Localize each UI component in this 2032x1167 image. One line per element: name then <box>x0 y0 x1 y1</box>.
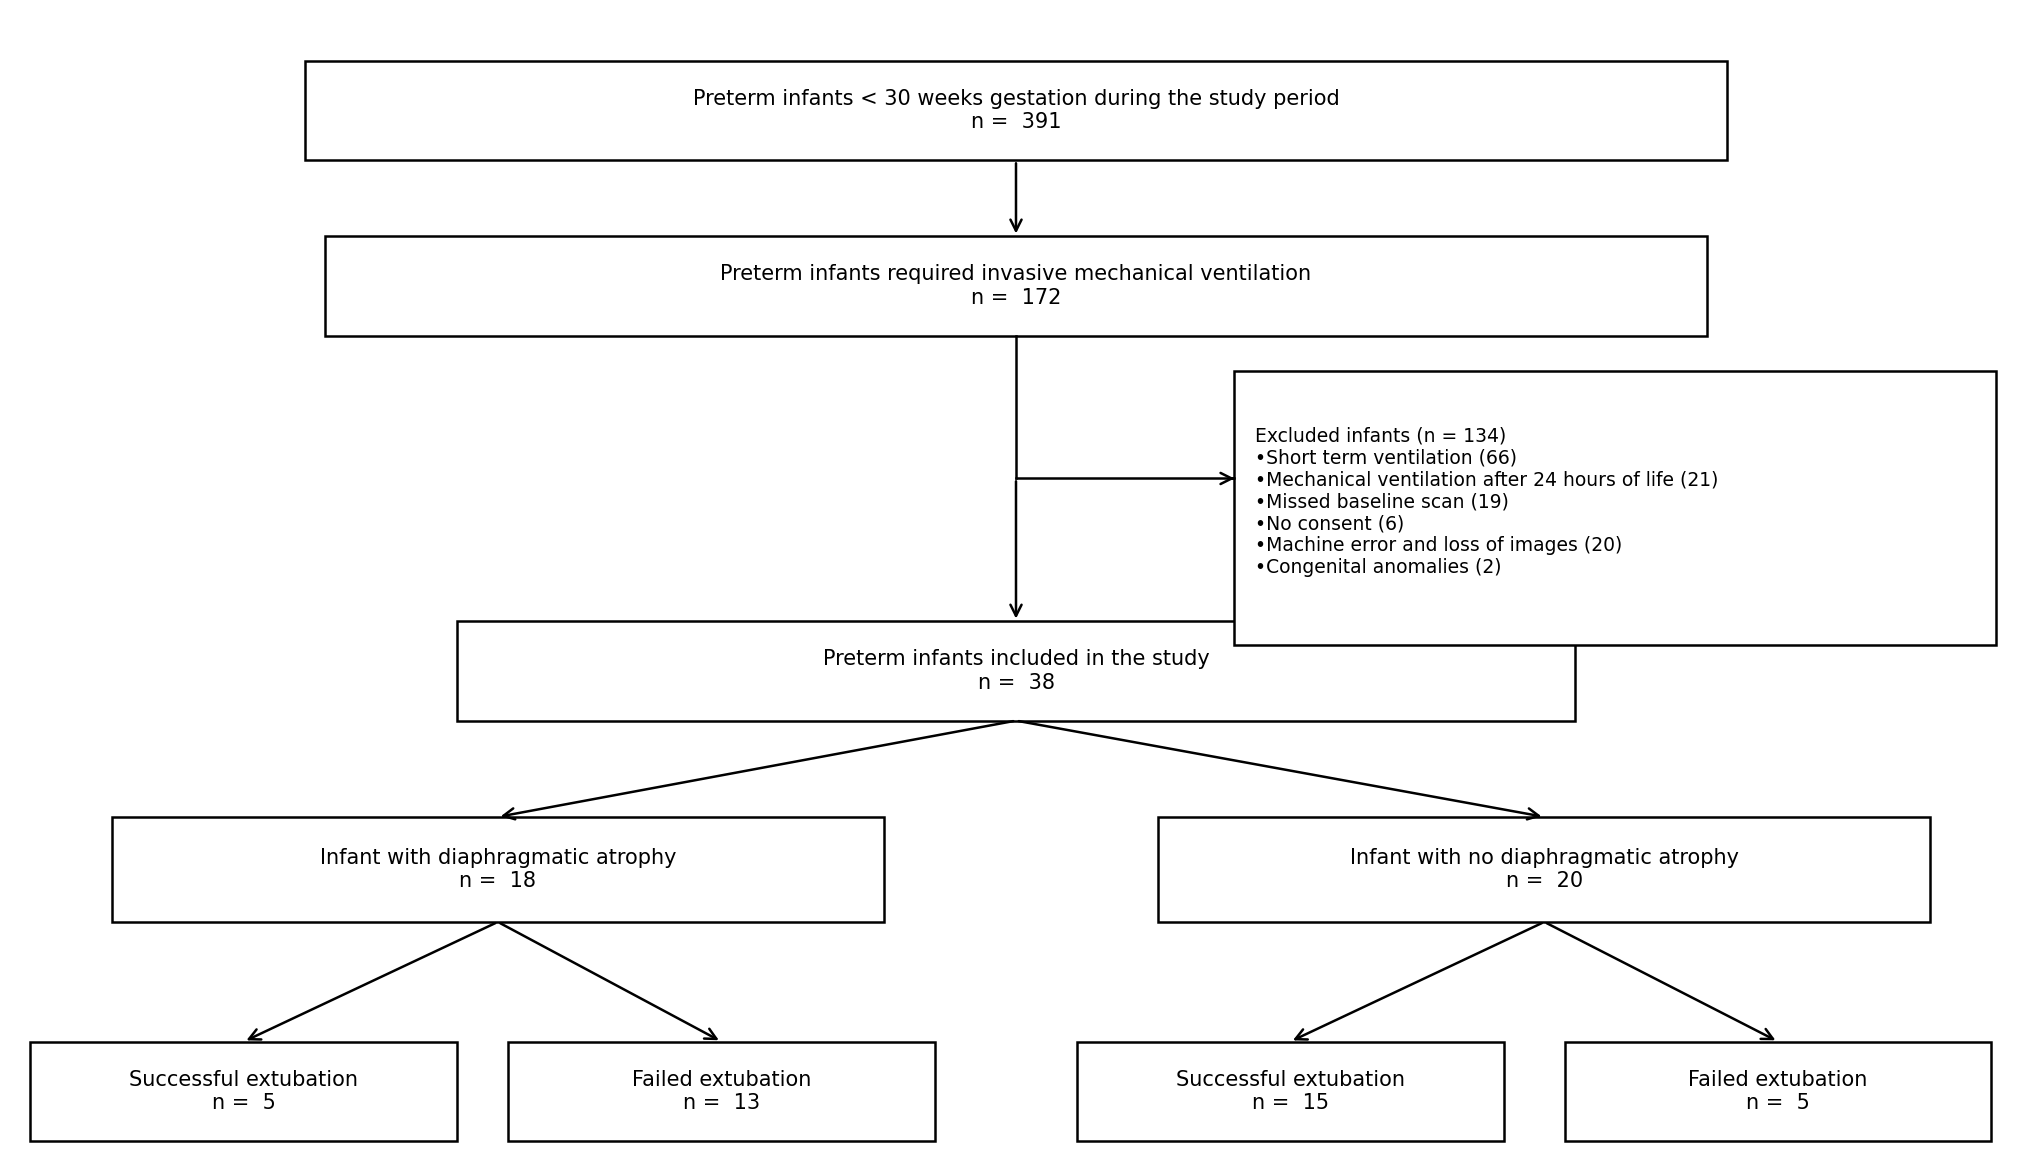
Text: Infant with diaphragmatic atrophy
n =  18: Infant with diaphragmatic atrophy n = 18 <box>319 847 677 892</box>
FancyBboxPatch shape <box>1565 1041 1991 1141</box>
Text: Infant with no diaphragmatic atrophy
n =  20: Infant with no diaphragmatic atrophy n =… <box>1349 847 1739 892</box>
FancyBboxPatch shape <box>1235 371 1995 644</box>
FancyBboxPatch shape <box>305 61 1727 160</box>
FancyBboxPatch shape <box>457 621 1575 720</box>
Text: Failed extubation
n =  5: Failed extubation n = 5 <box>1689 1069 1867 1113</box>
Text: Preterm infants required invasive mechanical ventilation
n =  172: Preterm infants required invasive mechan… <box>721 264 1311 308</box>
FancyBboxPatch shape <box>325 236 1707 335</box>
FancyBboxPatch shape <box>1158 817 1930 922</box>
Text: Preterm infants < 30 weeks gestation during the study period
n =  391: Preterm infants < 30 weeks gestation dur… <box>693 89 1339 133</box>
Text: Failed extubation
n =  13: Failed extubation n = 13 <box>632 1069 811 1113</box>
FancyBboxPatch shape <box>1077 1041 1504 1141</box>
Text: Successful extubation
n =  15: Successful extubation n = 15 <box>1177 1069 1404 1113</box>
FancyBboxPatch shape <box>30 1041 457 1141</box>
Text: Preterm infants included in the study
n =  38: Preterm infants included in the study n … <box>823 649 1209 693</box>
FancyBboxPatch shape <box>112 817 884 922</box>
FancyBboxPatch shape <box>508 1041 935 1141</box>
Text: Excluded infants (n = 134)
•Short term ventilation (66)
•Mechanical ventilation : Excluded infants (n = 134) •Short term v… <box>1254 426 1719 578</box>
Text: Successful extubation
n =  5: Successful extubation n = 5 <box>130 1069 358 1113</box>
